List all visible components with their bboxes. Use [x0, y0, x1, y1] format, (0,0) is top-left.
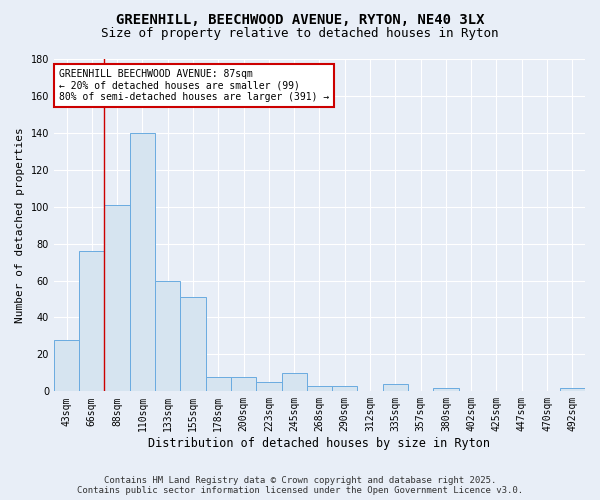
Bar [130, 133, 155, 392]
Y-axis label: Number of detached properties: Number of detached properties [15, 128, 25, 323]
Bar [231, 376, 256, 392]
Bar [206, 376, 231, 392]
Bar [281, 373, 307, 392]
Bar [155, 280, 181, 392]
Bar [383, 384, 408, 392]
Text: GREENHILL BEECHWOOD AVENUE: 87sqm
← 20% of detached houses are smaller (99)
80% : GREENHILL BEECHWOOD AVENUE: 87sqm ← 20% … [59, 69, 329, 102]
Bar [332, 386, 358, 392]
Bar [307, 386, 332, 392]
Bar [104, 205, 130, 392]
X-axis label: Distribution of detached houses by size in Ryton: Distribution of detached houses by size … [148, 437, 490, 450]
Bar [560, 388, 585, 392]
Text: Contains HM Land Registry data © Crown copyright and database right 2025.
Contai: Contains HM Land Registry data © Crown c… [77, 476, 523, 495]
Text: GREENHILL, BEECHWOOD AVENUE, RYTON, NE40 3LX: GREENHILL, BEECHWOOD AVENUE, RYTON, NE40… [116, 12, 484, 26]
Bar [181, 297, 206, 392]
Bar [54, 340, 79, 392]
Bar [256, 382, 281, 392]
Text: Size of property relative to detached houses in Ryton: Size of property relative to detached ho… [101, 28, 499, 40]
Bar [433, 388, 458, 392]
Bar [79, 251, 104, 392]
